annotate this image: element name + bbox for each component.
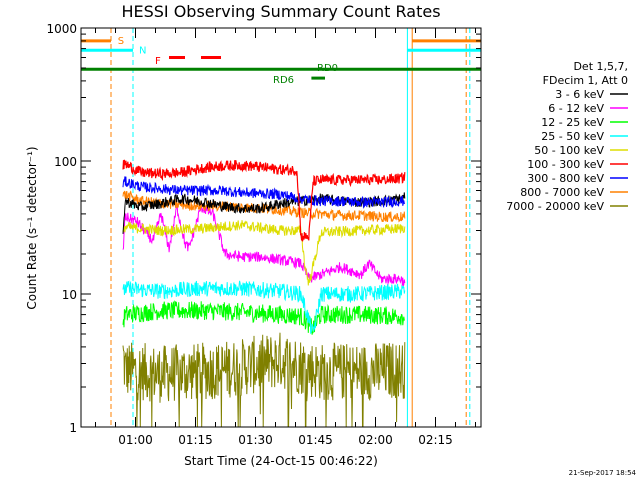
timestamp-annotation: 21-Sep-2017 18:54 [569,469,637,477]
legend-label: 100 - 300 keV [527,158,604,171]
legend-label: 12 - 25 keV [541,116,604,129]
y-tick-label: 1000 [46,22,77,36]
x-tick-label: 01:45 [298,433,333,447]
legend-label: 6 - 12 keV [548,102,604,115]
plot-frame [80,27,482,428]
flag-label: RD0 [317,63,338,74]
x-tick-label: 01:15 [178,433,213,447]
chart-title: HESSI Observing Summary Count Rates [121,2,440,21]
series-line [122,176,406,210]
legend-header: FDecim 1, Att 0 [543,74,628,87]
y-tick-label: 100 [54,155,77,169]
series-line [122,332,406,428]
y-axis-label: Count Rate (s⁻¹ detector⁻¹) [25,146,39,309]
flag-label: S [118,36,124,47]
legend-label: 25 - 50 keV [541,130,604,143]
x-tick-label: 02:15 [418,433,453,447]
x-axis-label: Start Time (24-Oct-15 00:46:22) [184,454,378,468]
y-axis: 1 10 100 1000 [46,22,481,435]
y-tick-label: 10 [62,288,77,302]
x-tick-label: 01:30 [238,433,273,447]
legend-label: 50 - 100 keV [534,144,604,157]
flag-bars: S NF RD0 RD6 [81,36,481,86]
series-line [122,280,406,335]
series-line [122,159,406,242]
legend-header: Det 1,5,7, [573,60,628,73]
flag-label: RD6 [273,75,294,86]
legend-label: 800 - 7000 keV [520,186,604,199]
x-tick-label: 01:00 [118,433,153,447]
legend-label: 7000 - 20000 keV [506,200,604,213]
legend-label: 3 - 6 keV [555,88,604,101]
legend-label: 300 - 800 keV [527,172,604,185]
series-line [122,300,405,335]
series-lines [122,159,406,428]
series-line [122,202,406,287]
series-line [122,220,406,286]
x-tick-label: 02:00 [358,433,393,447]
y-tick-label: 1 [69,421,77,435]
flag-label: F [155,56,161,67]
x-axis: 01:00 01:15 01:30 01:45 02:00 02:15 [95,28,476,447]
flag-label: N [139,45,146,56]
